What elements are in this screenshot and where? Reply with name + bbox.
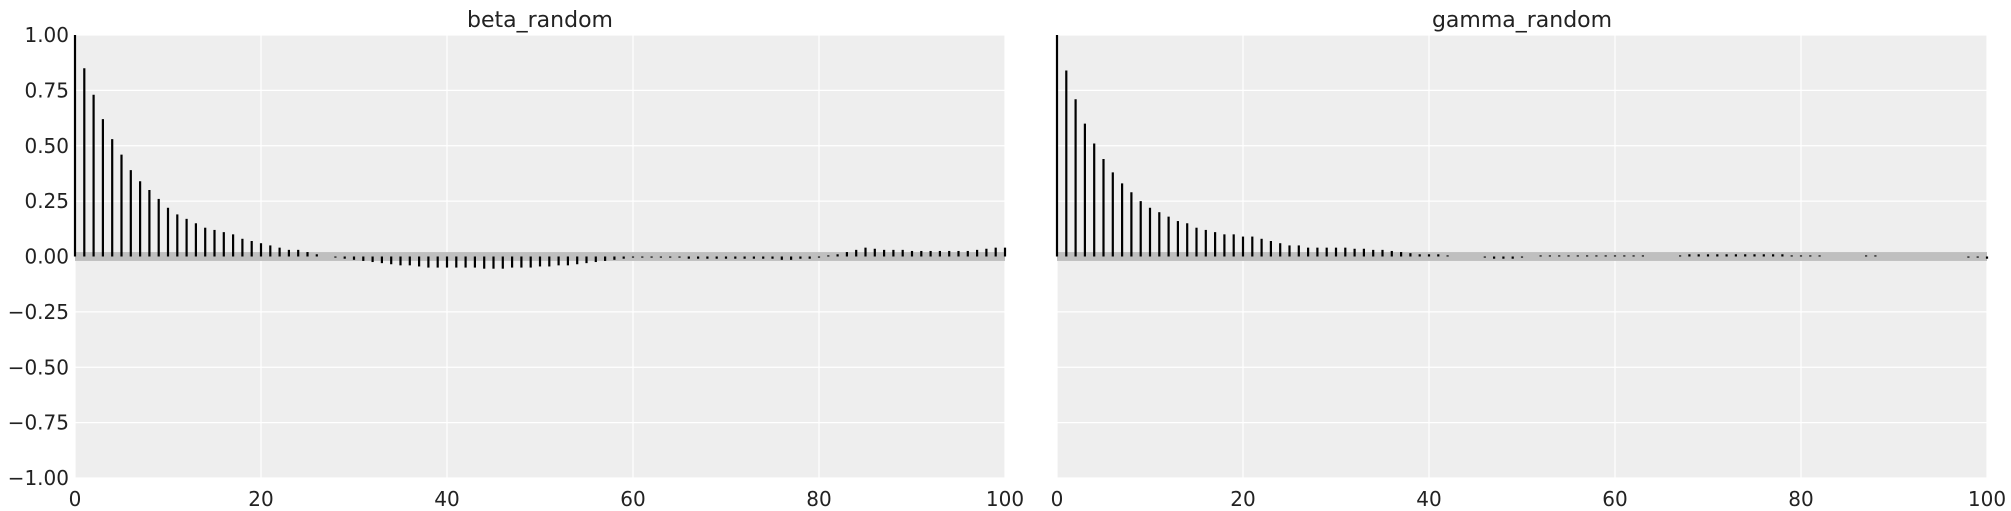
- gamma-random-x-tick-label: 20: [1230, 487, 1255, 511]
- beta-random-y-tick-label: −0.75: [8, 411, 69, 435]
- gamma-random-x-tick-label: 60: [1602, 487, 1627, 511]
- beta-random-title: beta_random: [467, 8, 613, 33]
- beta-random-panel: −1.00 −0.75 −0.50 −0.25 0.00 0.25 0.50 0.75 1.00…: [8, 8, 1024, 511]
- beta-random-y-tick-labels: −1.00 −0.75 −0.50 −0.25 0.00 0.25 0.50 0.75 1.00: [8, 23, 69, 490]
- beta-random-y-tick-label: 0.50: [24, 134, 69, 158]
- beta-random-x-tick-label: 40: [434, 487, 459, 511]
- gamma-random-bars: [1055, 35, 1989, 259]
- beta-random-x-tick-label: 0: [69, 487, 82, 511]
- beta-random-x-tick-labels: 0 20 40 60 80 100: [69, 487, 1024, 511]
- beta-random-y-tick-label: −0.50: [8, 355, 69, 379]
- beta-random-x-tick-label: 20: [248, 487, 273, 511]
- beta-random-y-tick-label: −0.25: [8, 300, 69, 324]
- beta-random-y-tick-label: 0.00: [24, 245, 69, 269]
- beta-random-x-tick-label: 80: [806, 487, 831, 511]
- beta-random-bars: [73, 35, 1007, 269]
- beta-random-y-tick-label: −1.00: [8, 466, 69, 490]
- gamma-random-panel: 0 20 40 60 80 100 gamma_random: [1051, 8, 2006, 511]
- gamma-random-x-tick-label: 80: [1788, 487, 1813, 511]
- beta-random-y-tick-label: 1.00: [24, 23, 69, 47]
- gamma-random-x-tick-labels: 0 20 40 60 80 100: [1051, 487, 2006, 511]
- beta-random-x-tick-label: 100: [986, 487, 1024, 511]
- gamma-random-x-tick-label: 100: [1968, 487, 2006, 511]
- gamma-random-title: gamma_random: [1432, 8, 1612, 33]
- beta-random-y-tick-label: 0.75: [24, 78, 69, 102]
- gamma-random-x-tick-label: 40: [1416, 487, 1441, 511]
- beta-random-x-tick-label: 60: [620, 487, 645, 511]
- beta-random-y-tick-label: 0.25: [24, 189, 69, 213]
- gamma-random-x-tick-label: 0: [1051, 487, 1064, 511]
